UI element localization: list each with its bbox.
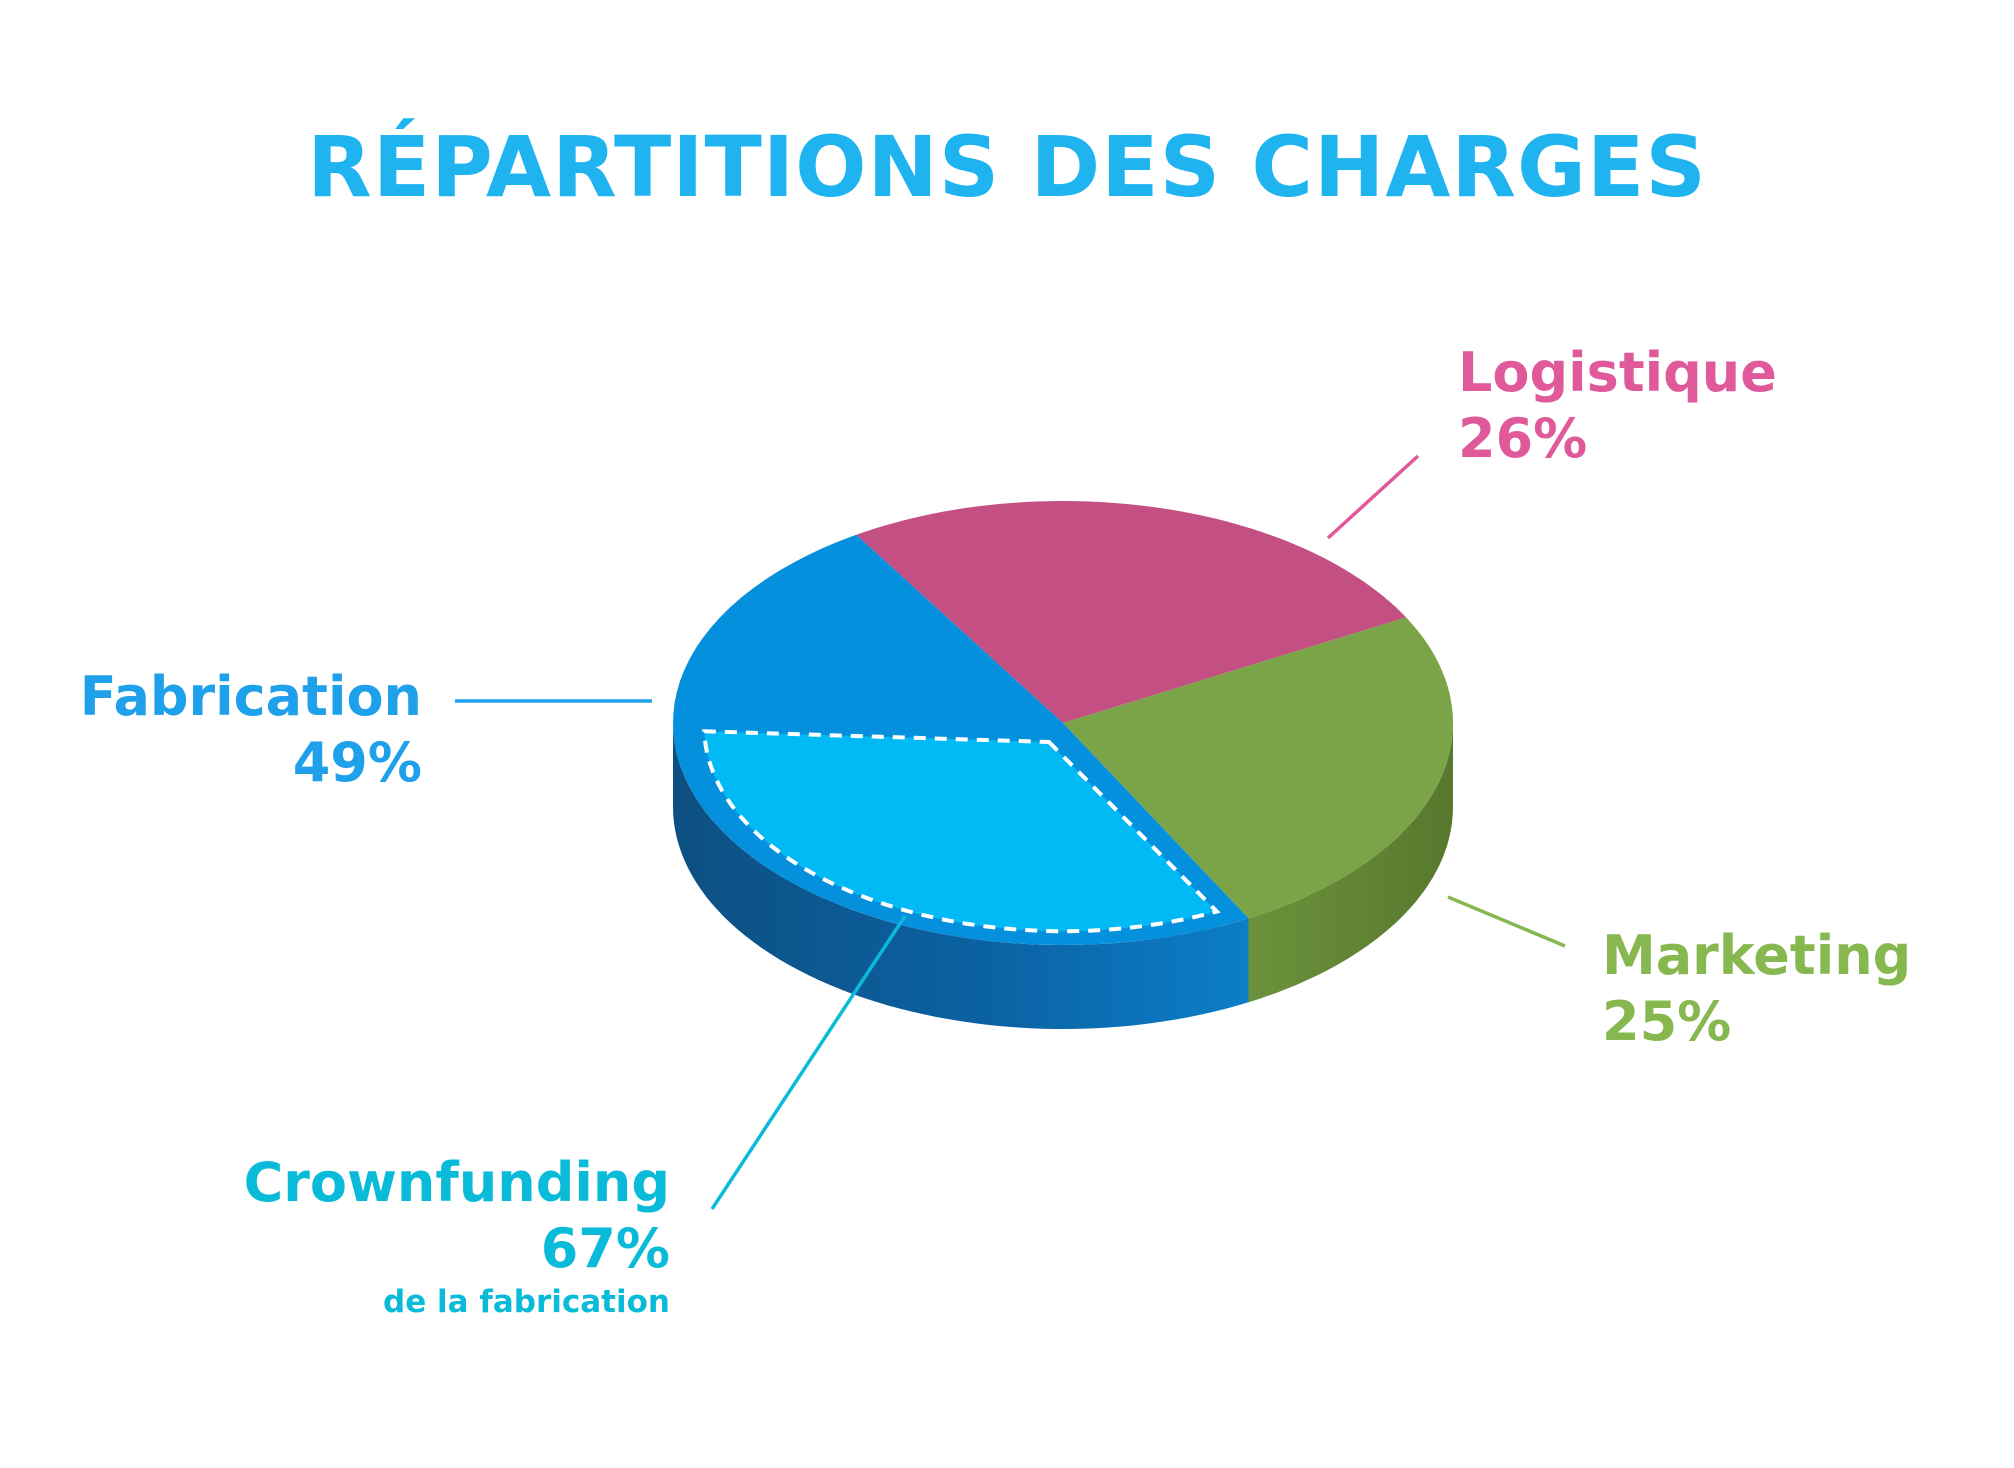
label-fabrication: Fabrication 49% (80, 664, 422, 796)
chart-title: RÉPARTITIONS DES CHARGES (307, 118, 1707, 216)
label-crownfunding-value: 67% (540, 1217, 670, 1280)
label-fabrication-name: Fabrication (79, 665, 422, 728)
slice-side-fabrication (673, 723, 1249, 1029)
leader-lines (455, 454, 1566, 1210)
label-fabrication-value: 49% (292, 731, 422, 794)
slice-side-marketing (1248, 723, 1453, 1003)
label-logistique-value: 26% (1458, 407, 1588, 470)
label-crownfunding: Crownfunding 67% de la fabrication (244, 1150, 670, 1322)
slice-crownfunding (704, 731, 1217, 932)
pie-top-layer (673, 501, 1453, 945)
crownfunding-dashed-outline (702, 729, 1221, 934)
pie-side-layer (673, 723, 1453, 1029)
label-crownfunding-note: de la fabrication (383, 1284, 670, 1320)
label-marketing-value: 25% (1602, 990, 1732, 1053)
leader-line-crownfunding (710, 915, 907, 1210)
label-logistique-name: Logistique (1458, 341, 1777, 404)
slice-marketing (1063, 617, 1453, 919)
leader-line-marketing (1447, 895, 1566, 948)
label-marketing-name: Marketing (1602, 924, 1912, 987)
label-marketing: Marketing 25% (1602, 923, 1911, 1055)
label-crownfunding-name: Crownfunding (243, 1151, 670, 1214)
slice-logistique (856, 501, 1407, 723)
leader-line-logistique (1326, 454, 1420, 540)
label-logistique: Logistique 26% (1458, 340, 1777, 472)
